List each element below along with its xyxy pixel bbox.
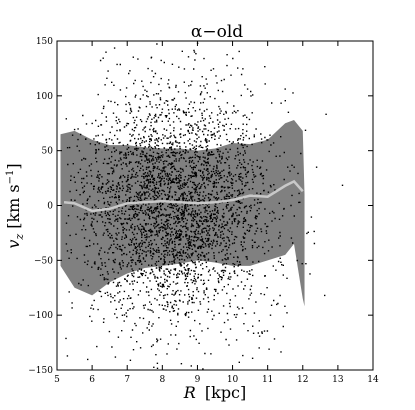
y-tick-label: −50 — [34, 256, 53, 266]
x-tick-label: 13 — [332, 375, 344, 385]
x-tick-label: 11 — [262, 375, 273, 385]
chart-title: α−old — [191, 22, 243, 42]
y-tick-label: 150 — [36, 37, 53, 47]
y-tick-label: 100 — [36, 92, 53, 102]
x-tick-label: 7 — [124, 375, 130, 385]
x-tick-label: 9 — [195, 375, 201, 385]
y-tick-label: 50 — [42, 147, 54, 157]
mean-line — [63, 179, 304, 213]
x-axis-title: R [kpc] — [183, 383, 247, 402]
x-tick-label: 5 — [54, 375, 60, 385]
y-tick-label: −100 — [28, 311, 53, 321]
y-axis-title: vz[km s−1] — [4, 163, 26, 248]
x-tick-label: 10 — [227, 375, 239, 385]
y-tick-label: 0 — [47, 202, 53, 212]
y-tick-label: −150 — [28, 366, 53, 376]
x-tick-label: 6 — [89, 375, 95, 385]
x-tick-label: 14 — [367, 375, 379, 385]
x-tick-label: 8 — [159, 375, 165, 385]
x-tick-label: 12 — [297, 375, 308, 385]
